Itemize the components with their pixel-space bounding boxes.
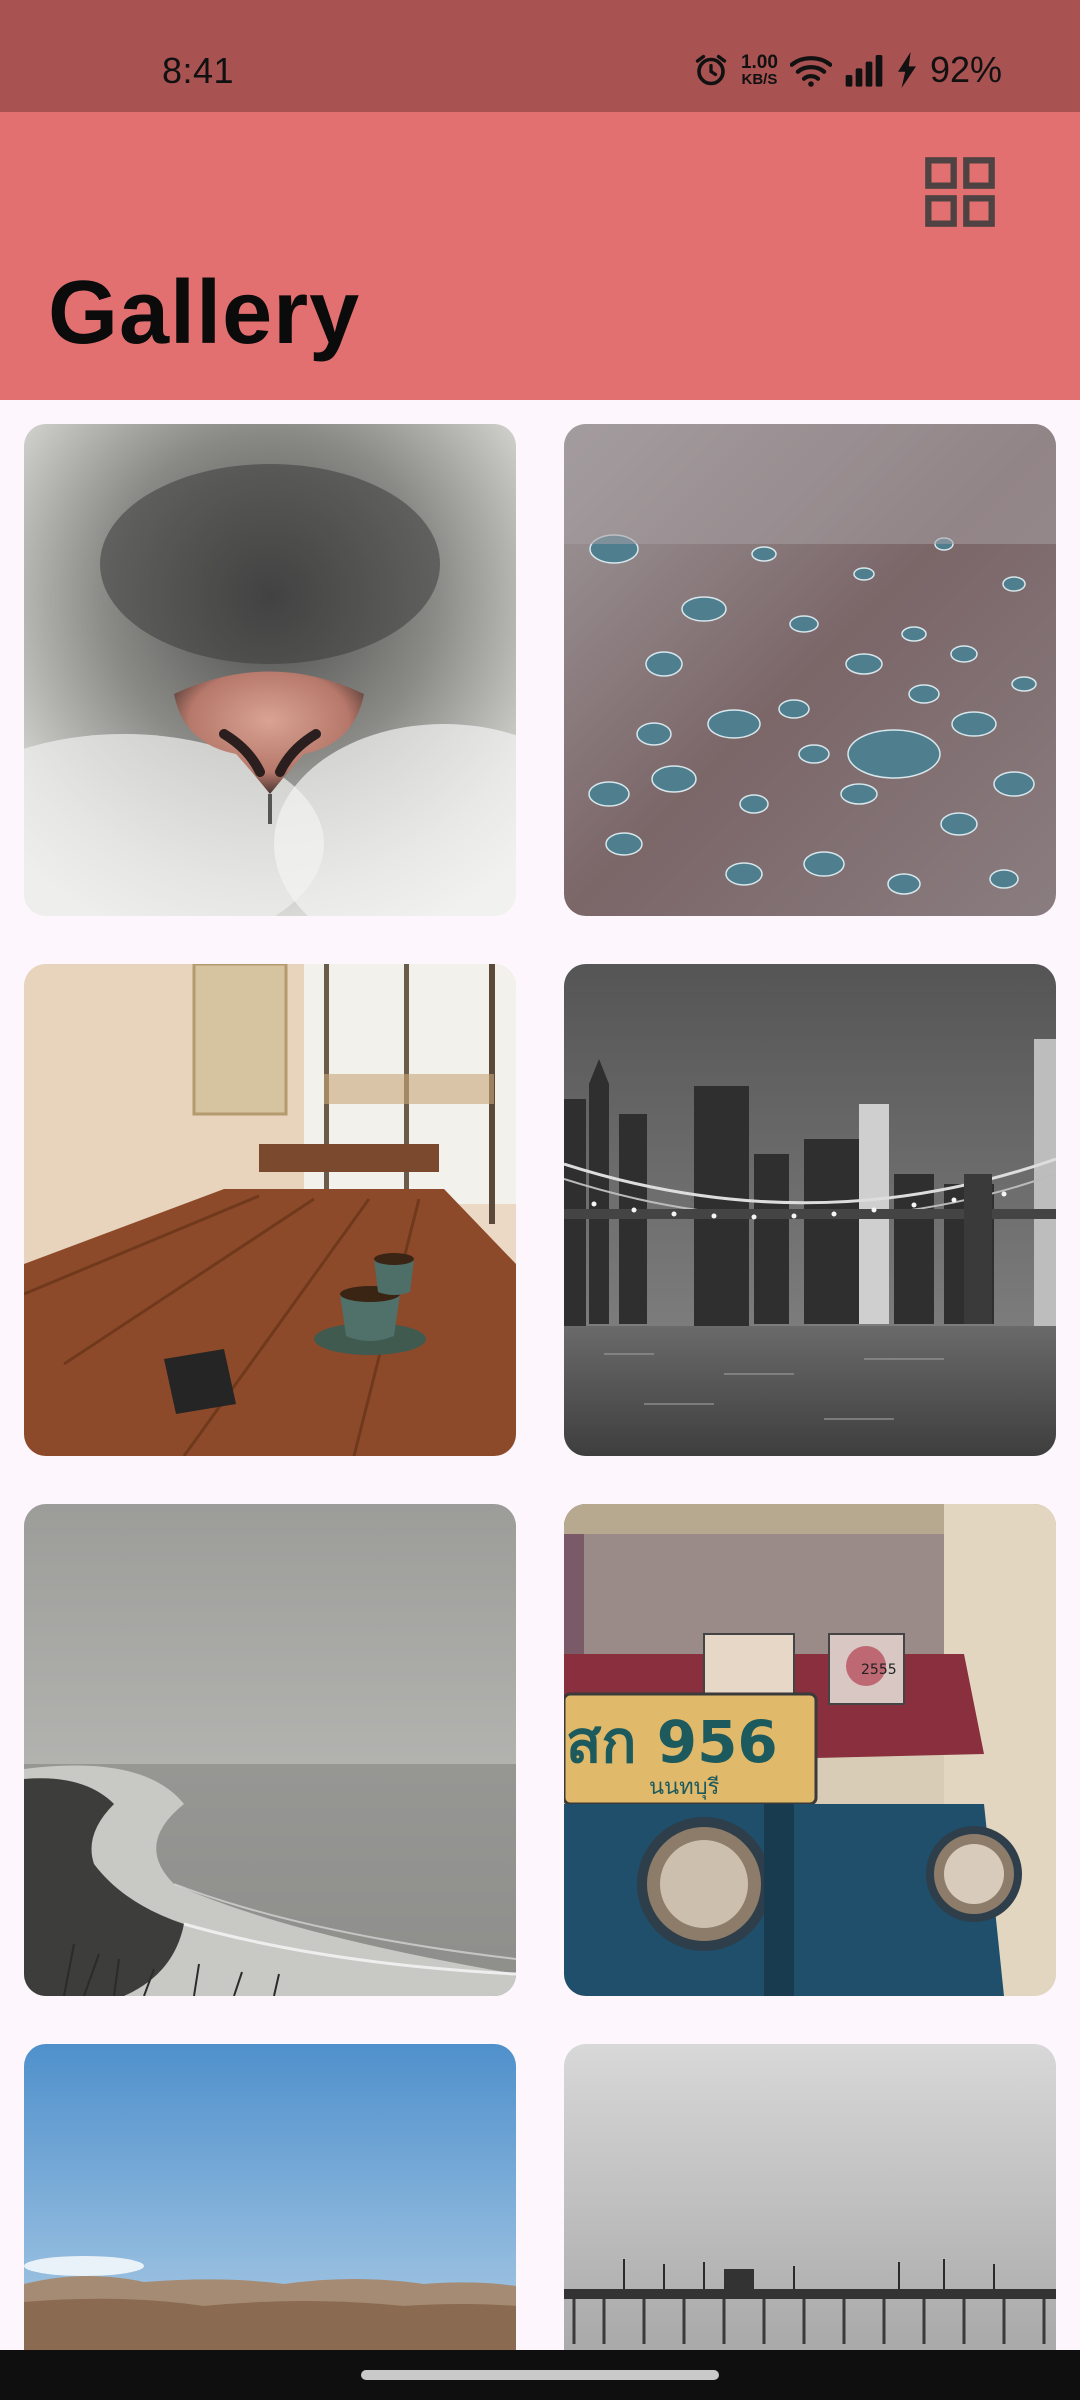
photo-tile-desert-hills[interactable] (24, 2044, 516, 2350)
photo-tile-city-bridge[interactable] (564, 964, 1056, 1456)
navigation-bar (0, 2350, 1080, 2400)
home-gesture-handle[interactable] (361, 2370, 719, 2380)
photo-foggy-pier (564, 2044, 1056, 2350)
page-title: Gallery (48, 262, 360, 365)
app-bar: Gallery (0, 112, 1080, 400)
photo-tile-foggy-beach[interactable] (24, 1504, 516, 1996)
photo-cat-nose (24, 424, 516, 916)
license-plate-text: สก 956 (566, 1708, 778, 1776)
photo-tile-water-droplets[interactable] (564, 424, 1056, 916)
grid-view-icon (922, 154, 998, 230)
photo-foggy-beach (24, 1504, 516, 1996)
windshield-sticker-number: 2555 (861, 1662, 897, 1678)
charging-icon (896, 52, 918, 88)
photo-tile-tuk-tuk[interactable]: สก 956 นนทบุรี 2555 (564, 1504, 1056, 1996)
status-time: 8:41 (162, 50, 234, 92)
photo-desert-hills (24, 2044, 516, 2350)
license-plate-province: นนทบุรี (649, 1775, 720, 1800)
photo-tile-cafe-table[interactable] (24, 964, 516, 1456)
alarm-icon (693, 52, 729, 88)
network-speed-value: 1.00 (741, 53, 778, 72)
signal-icon (844, 53, 884, 87)
wifi-icon (790, 52, 832, 88)
battery-percent: 92% (930, 49, 1002, 91)
photo-cafe-table (24, 964, 516, 1456)
photo-grid: สก 956 นนทบุรี 2555 (0, 400, 1080, 2350)
photo-tile-cat-nose[interactable] (24, 424, 516, 916)
network-speed-unit: KB/S (742, 72, 778, 87)
photo-city-bridge (564, 964, 1056, 1456)
photo-tuk-tuk: สก 956 นนทบุรี 2555 (564, 1504, 1056, 1996)
photo-tile-foggy-pier[interactable] (564, 2044, 1056, 2350)
photo-water-droplets (564, 424, 1056, 916)
grid-view-toggle-button[interactable] (914, 146, 1006, 238)
network-speed: 1.00 KB/S (741, 53, 778, 87)
status-bar: 8:41 1.00 KB/S 92% (0, 0, 1080, 112)
status-icons: 1.00 KB/S 92% (693, 48, 1002, 92)
